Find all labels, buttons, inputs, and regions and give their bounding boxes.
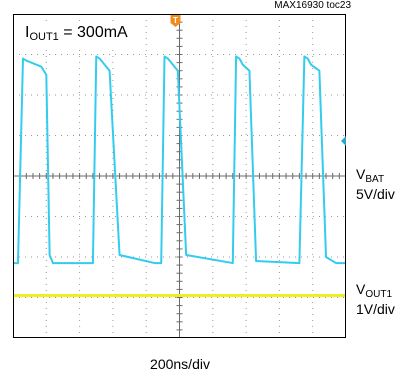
condition-suffix: = 300mA — [58, 24, 128, 41]
grid — [13, 14, 346, 338]
vout-scale: 1V/div — [356, 301, 395, 317]
vbat-scale: 5V/div — [356, 186, 395, 202]
vbat-sub: BAT — [365, 174, 385, 185]
scope-plot: T — [13, 14, 346, 338]
trigger-marker-label: T — [173, 16, 178, 25]
vout-sub: OUT1 — [365, 289, 393, 300]
time-scale-label: 200ns/div — [150, 356, 210, 372]
traces — [13, 55, 346, 297]
vbat-prefix: V — [356, 166, 366, 182]
channel-level-marker — [341, 136, 346, 146]
channel-label-vout: VOUT1 1V/div — [356, 282, 395, 317]
scope-border — [13, 14, 346, 338]
load-condition-label: IOUT1 = 300mA — [22, 23, 131, 47]
condition-prefix: I — [25, 24, 30, 41]
trigger-marker: T — [170, 15, 181, 27]
vout-prefix: V — [356, 281, 366, 297]
figure-id: MAX16930 toc23 — [274, 0, 351, 11]
markers: T — [170, 15, 346, 146]
trace-vbat — [13, 55, 346, 265]
scope-screen: T IOUT1 = 300mA — [13, 14, 346, 338]
trigger-marker-shape — [170, 15, 181, 27]
channel-label-vbat: VBAT 5V/div — [356, 167, 395, 202]
condition-sub: OUT1 — [29, 31, 59, 43]
